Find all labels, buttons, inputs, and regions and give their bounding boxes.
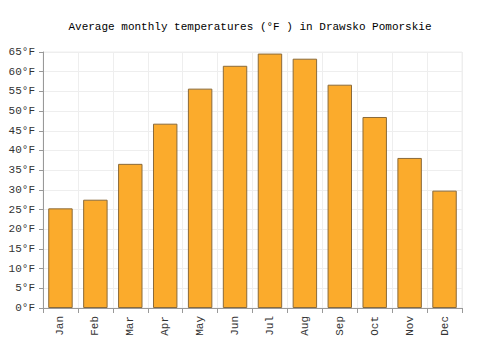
svg-text:40°F: 40°F xyxy=(9,144,35,156)
svg-text:Feb: Feb xyxy=(89,316,101,336)
svg-text:30°F: 30°F xyxy=(9,184,35,196)
svg-text:60°F: 60°F xyxy=(9,66,35,78)
svg-text:Aug: Aug xyxy=(299,316,311,336)
svg-text:65°F: 65°F xyxy=(9,46,35,58)
svg-text:20°F: 20°F xyxy=(9,223,35,235)
svg-text:Apr: Apr xyxy=(159,316,171,336)
svg-text:Jul: Jul xyxy=(264,316,276,336)
svg-text:5°F: 5°F xyxy=(15,282,35,294)
svg-text:Mar: Mar xyxy=(124,316,136,336)
svg-text:Jan: Jan xyxy=(54,316,66,336)
svg-text:Jun: Jun xyxy=(229,316,241,336)
svg-text:55°F: 55°F xyxy=(9,85,35,97)
svg-text:10°F: 10°F xyxy=(9,263,35,275)
svg-text:Dec: Dec xyxy=(439,316,451,336)
svg-text:25°F: 25°F xyxy=(9,204,35,216)
svg-text:Sep: Sep xyxy=(334,316,346,336)
svg-text:Oct: Oct xyxy=(369,316,381,336)
svg-text:45°F: 45°F xyxy=(9,125,35,137)
svg-text:15°F: 15°F xyxy=(9,243,35,255)
svg-text:35°F: 35°F xyxy=(9,164,35,176)
svg-text:0°F: 0°F xyxy=(15,302,35,314)
svg-text:May: May xyxy=(194,316,206,336)
svg-text:50°F: 50°F xyxy=(9,105,35,117)
svg-text:Nov: Nov xyxy=(404,316,416,336)
svg-text:Average monthly temperatures (: Average monthly temperatures (°F ) in Dr… xyxy=(68,21,431,33)
